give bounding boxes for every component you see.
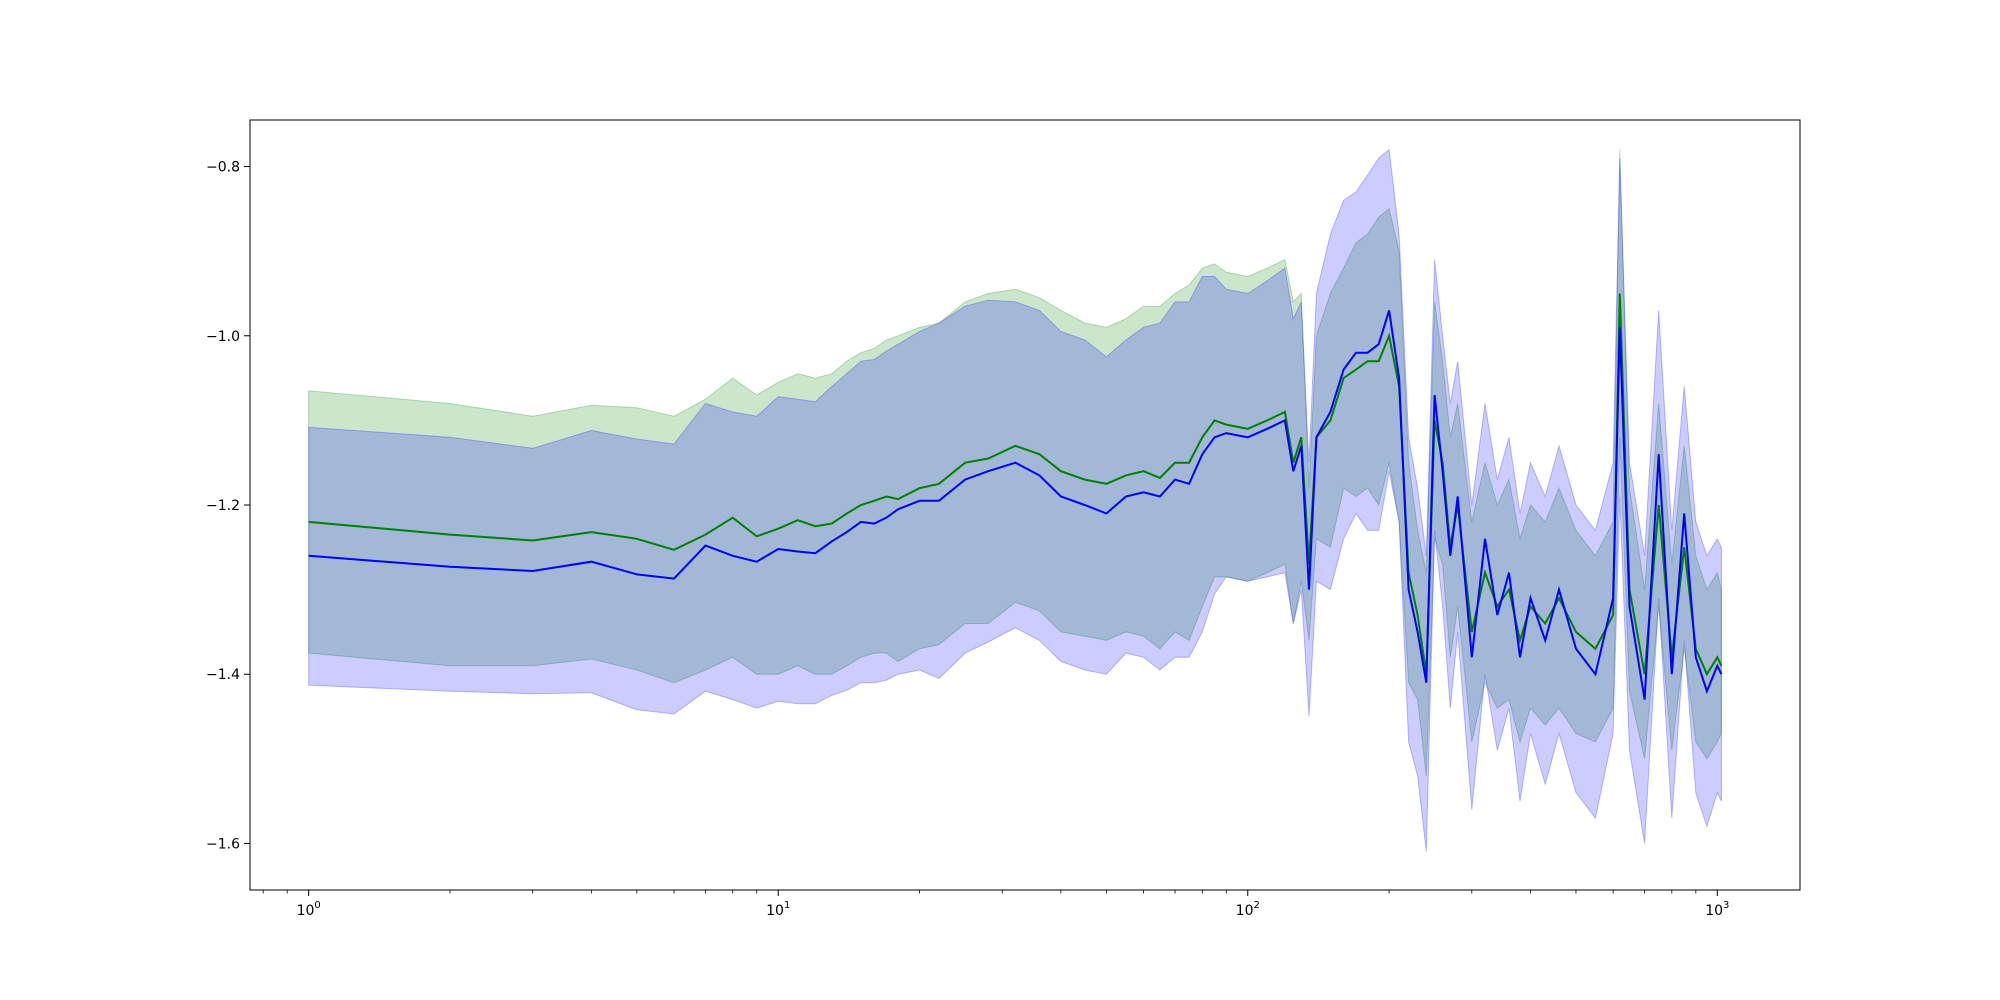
- band-blue: [308, 148, 1722, 852]
- series-lines: [308, 293, 1723, 700]
- y-tick-label: −1.6: [206, 836, 240, 852]
- x-tick-label: 100: [297, 900, 321, 919]
- x-tick-label: 102: [1236, 900, 1260, 919]
- y-tick-label: −0.8: [206, 160, 240, 176]
- y-axis-ticks: −0.8 −1.0 −1.2 −1.4 −1.6: [206, 160, 250, 852]
- line-blue: [308, 310, 1723, 700]
- y-tick-label: −1.2: [206, 498, 240, 514]
- confidence-bands: [308, 148, 1722, 852]
- y-tick-label: −1.4: [206, 667, 240, 683]
- x-axis-ticks: 100 101 102 103: [262, 890, 1729, 919]
- y-tick-label: −1.0: [206, 329, 240, 345]
- x-tick-label: 101: [766, 900, 790, 919]
- x-tick-label: 103: [1705, 900, 1729, 919]
